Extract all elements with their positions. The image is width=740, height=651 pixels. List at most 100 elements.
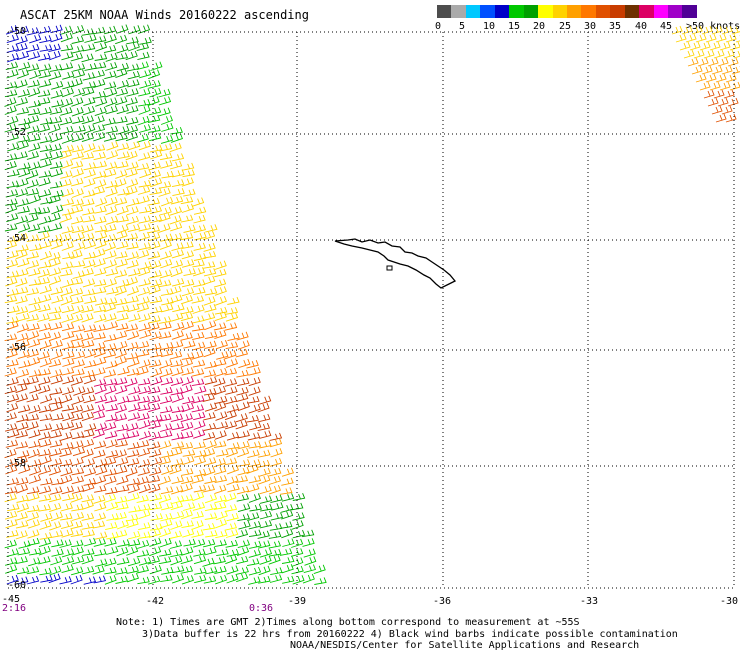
legend-swatch [668, 5, 683, 18]
wind-barb [15, 383, 28, 394]
wind-barb [38, 189, 52, 198]
wind-barb [170, 413, 184, 423]
wind-barb [225, 358, 238, 368]
wind-barb [138, 503, 151, 512]
wind-barb [214, 260, 227, 270]
wind-barb [38, 448, 51, 457]
wind-barb [138, 509, 151, 520]
wind-barb [290, 548, 304, 557]
wind-barb [48, 397, 62, 405]
wind-barb [16, 477, 29, 486]
wind-barb [70, 277, 84, 286]
wind-barb [115, 96, 128, 106]
wind-barb [26, 413, 40, 422]
wind-barb [27, 448, 40, 459]
wind-barb [83, 374, 97, 385]
wind-barb [147, 197, 160, 206]
wind-barb [81, 494, 95, 503]
wind-barb [61, 98, 74, 108]
wind-barb [238, 520, 251, 530]
wind-barb [61, 367, 75, 376]
wind-barb [28, 87, 41, 98]
wind-barb [172, 321, 185, 332]
wind-barb [16, 323, 29, 333]
wind-barb [281, 528, 294, 539]
wind-barb [171, 242, 184, 252]
wind-barb [149, 331, 162, 341]
wind-barb [16, 421, 29, 431]
wind-barb [15, 232, 29, 242]
wind-barb [105, 486, 118, 495]
wind-barb [73, 386, 86, 396]
wind-barb [61, 548, 75, 558]
wind-barb [127, 41, 140, 52]
wind-barb [60, 43, 74, 52]
wind-barb [39, 438, 52, 448]
wind-barb [59, 149, 72, 160]
legend-swatch [653, 5, 668, 18]
wind-barb [171, 153, 185, 162]
wind-barb [93, 324, 106, 333]
wind-barb [237, 459, 251, 467]
wind-barb [139, 69, 152, 79]
wind-barb [71, 512, 85, 521]
wind-barb [258, 413, 271, 423]
wind-barb [116, 62, 130, 72]
wind-barb [159, 538, 172, 548]
wind-barb [138, 557, 152, 566]
wind-barb [7, 234, 20, 243]
wind-barb [40, 196, 53, 205]
wind-barb [125, 150, 138, 161]
wind-barb [49, 64, 63, 72]
wind-barb [6, 213, 19, 223]
wind-barb [50, 168, 63, 178]
wind-barb [115, 34, 128, 45]
wind-barb [137, 115, 150, 126]
wind-barb [116, 24, 129, 34]
wind-barb [149, 214, 163, 224]
wind-barb [204, 320, 217, 331]
wind-barb [159, 548, 172, 557]
wind-barb [28, 404, 41, 414]
wind-barb [679, 41, 691, 51]
wind-barb [105, 187, 118, 197]
wind-barb [125, 97, 138, 106]
wind-barb [116, 79, 129, 90]
wind-barb [4, 333, 18, 342]
wind-barb [70, 520, 83, 530]
wind-barb [160, 512, 173, 522]
wind-barb [169, 350, 183, 360]
wind-barb [181, 320, 194, 331]
wind-barb [105, 180, 118, 189]
wind-barb [105, 360, 118, 369]
wind-barb [70, 493, 83, 503]
wind-barb [60, 170, 73, 179]
wind-barb [115, 567, 128, 575]
wind-barb [180, 332, 193, 341]
wind-barb [181, 287, 195, 297]
wind-barb [699, 81, 711, 91]
wind-barb [6, 250, 19, 260]
wind-barb [94, 106, 107, 117]
wind-barb [83, 81, 97, 89]
wind-barb [103, 233, 117, 243]
wind-barb [125, 186, 138, 196]
wind-barb [93, 170, 107, 179]
wind-barb [16, 576, 29, 585]
wind-barb [38, 485, 52, 495]
wind-barb [103, 117, 116, 126]
wind-barb [202, 448, 216, 458]
wind-barb [117, 366, 130, 376]
wind-barb [127, 492, 140, 502]
wind-barb [72, 555, 85, 565]
wind-barb [103, 369, 117, 378]
wind-barb [247, 396, 260, 404]
wind-barb [6, 69, 19, 79]
wind-barb [128, 386, 141, 395]
wind-barb [248, 475, 262, 484]
wind-barb [170, 196, 184, 205]
wind-barb [61, 485, 75, 495]
wind-barb [40, 512, 53, 522]
wind-barb [171, 432, 184, 441]
wind-barb [719, 41, 731, 51]
